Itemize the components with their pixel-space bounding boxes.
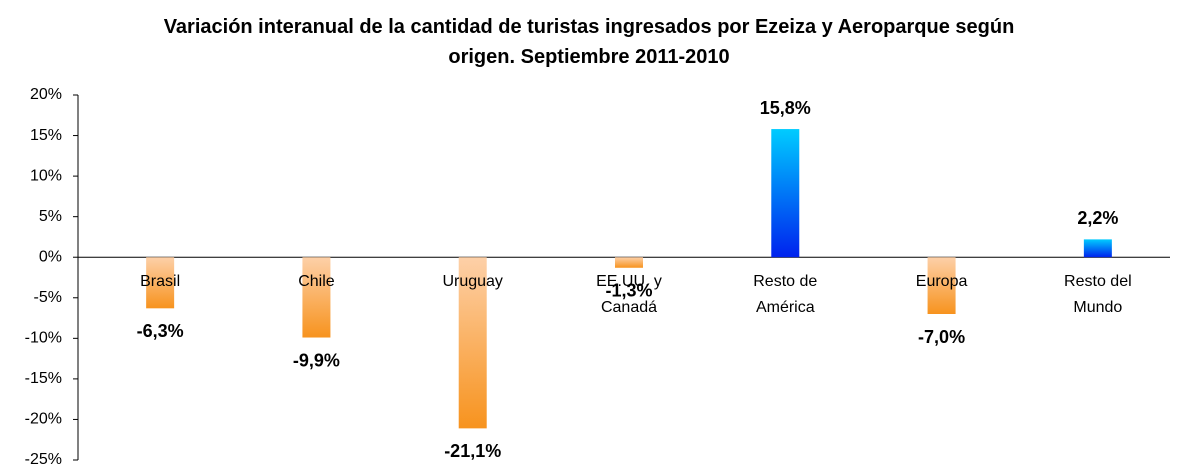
y-tick-label: -10% bbox=[25, 330, 62, 347]
bar bbox=[1083, 239, 1112, 258]
x-tick-label: Resto de América bbox=[753, 273, 818, 317]
x-tick-label: Uruguay bbox=[442, 273, 503, 291]
x-tick-label: Chile bbox=[298, 273, 335, 291]
y-tick-label: 0% bbox=[39, 248, 62, 265]
bar bbox=[458, 257, 487, 429]
value-label: 2,2% bbox=[1077, 208, 1118, 228]
bar bbox=[302, 257, 331, 338]
value-label: -1,3% bbox=[605, 281, 652, 301]
bar bbox=[927, 257, 956, 314]
x-tick-label: Brasil bbox=[140, 273, 181, 291]
value-label: -21,1% bbox=[444, 441, 501, 461]
y-tick-label: 10% bbox=[30, 167, 62, 184]
y-tick-label: -20% bbox=[25, 411, 62, 428]
x-tick-label: EE.UU. y Canadá bbox=[596, 273, 662, 317]
chart-title: Variación interanual de la cantidad de t… bbox=[163, 16, 1015, 68]
y-tick-label: 5% bbox=[39, 208, 62, 225]
x-tick-label: Resto del Mundo bbox=[1064, 273, 1132, 317]
y-tick-label: -15% bbox=[25, 370, 62, 387]
bar bbox=[146, 257, 175, 309]
y-tick-label: 20% bbox=[30, 86, 62, 103]
y-tick-label: -5% bbox=[34, 289, 62, 306]
x-tick-label: Europa bbox=[915, 273, 968, 291]
value-label: -7,0% bbox=[918, 327, 965, 347]
y-tick-label: 15% bbox=[30, 127, 62, 144]
value-label: 15,8% bbox=[760, 98, 811, 118]
bar bbox=[771, 129, 800, 258]
value-label: -9,9% bbox=[293, 350, 340, 370]
y-tick-label: -25% bbox=[25, 451, 62, 468]
value-label: -6,3% bbox=[137, 321, 184, 341]
bar bbox=[615, 257, 643, 268]
